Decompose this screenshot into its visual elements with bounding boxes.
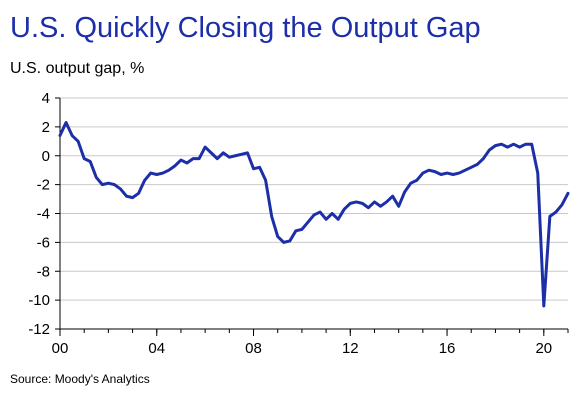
x-tick-label: 12 <box>342 340 359 357</box>
y-axis-label: U.S. output gap, % <box>10 60 145 77</box>
y-tick-label: -2 <box>37 177 50 194</box>
output-gap-line <box>58 121 570 308</box>
y-tick-label: -10 <box>28 292 50 309</box>
y-tick-label: -6 <box>37 234 50 251</box>
x-tick-label: 00 <box>52 340 69 357</box>
x-tick-label: 08 <box>245 340 262 357</box>
y-tick-label: -12 <box>28 321 50 338</box>
x-tick-label: 04 <box>148 340 165 357</box>
y-tick-label: 0 <box>42 148 50 165</box>
source-note: Source: Moody's Analytics <box>10 372 150 386</box>
y-tick-label: 4 <box>42 90 50 107</box>
x-tick-label: 16 <box>439 340 456 357</box>
x-tick-label: 20 <box>535 340 552 357</box>
y-tick-label: -4 <box>37 206 50 223</box>
x-tick-labels: 00 04 08 12 16 20 <box>52 340 552 357</box>
chart-title: U.S. Quickly Closing the Output Gap <box>10 12 481 44</box>
y-tick-label: -8 <box>37 263 50 280</box>
y-tick-labels: 4 2 0 -2 -4 -6 -8 -10 -12 <box>28 90 50 338</box>
y-tick-label: 2 <box>42 119 50 136</box>
